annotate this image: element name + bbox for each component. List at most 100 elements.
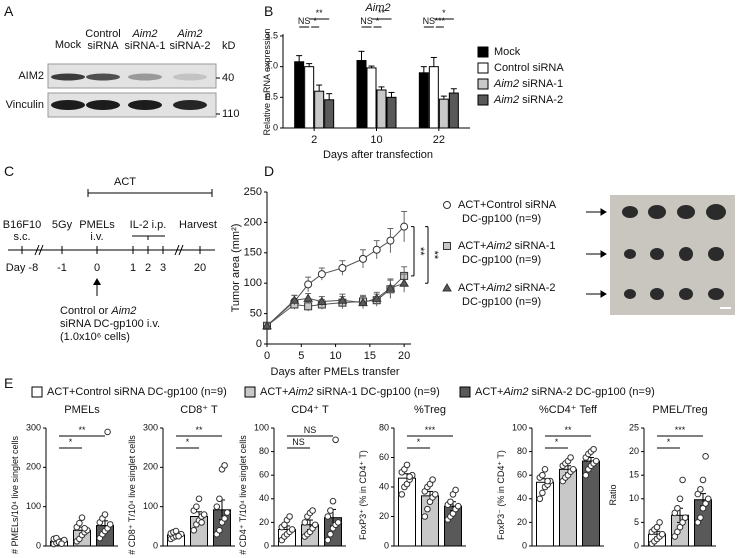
event-label: IL-2 i.p.	[130, 219, 167, 231]
chart-title: %CD4⁺ Teff	[539, 404, 598, 416]
y-tick-label: 20	[379, 511, 389, 521]
data-point	[431, 491, 439, 498]
y-tick-label: 1.5	[265, 30, 278, 40]
data-point	[403, 461, 411, 469]
marker	[400, 222, 409, 231]
y-tick-label: 0.5	[265, 92, 278, 102]
significance: *	[555, 437, 559, 447]
legend-label: Mock	[494, 46, 521, 58]
x-tick-label: 2	[311, 134, 317, 146]
bar	[324, 99, 335, 129]
y-axis-label: # CD4⁺ T/10⁴ live singlet cells	[238, 435, 248, 555]
data-point	[286, 513, 293, 520]
blot	[47, 63, 217, 89]
legend-label: ACT+Aim2 siRNA-1	[458, 240, 556, 252]
day-label: 2	[145, 262, 151, 274]
marker	[337, 295, 348, 304]
row-label: AIM2	[18, 70, 44, 82]
significance: **	[195, 425, 203, 435]
break-mark	[34, 244, 40, 256]
y-tick-label: 100	[143, 501, 158, 511]
row-label: Vinculin	[6, 99, 44, 111]
data-point	[327, 507, 334, 514]
data-point	[544, 477, 551, 485]
day-label: 3	[160, 262, 166, 274]
data-point	[58, 540, 65, 547]
y-tick-label: 20	[517, 517, 527, 527]
y-tick-label: 100	[254, 422, 269, 432]
legend-swatch	[477, 46, 489, 58]
legend-marker	[443, 201, 451, 209]
bar	[376, 89, 387, 129]
significance: **	[564, 425, 572, 435]
data-point	[541, 466, 549, 473]
break-mark	[178, 244, 184, 256]
data-point	[311, 521, 319, 529]
marker-label: 110	[222, 108, 240, 120]
legend-label: Control siRNA	[494, 62, 564, 74]
significance: **	[316, 8, 324, 18]
lane-label: Control	[85, 28, 120, 40]
lane-label: Aim2	[176, 28, 202, 40]
data-point	[324, 513, 332, 520]
data-point	[676, 495, 684, 503]
panel-letter: E	[4, 375, 13, 391]
data-point	[198, 519, 205, 526]
legend-label: Aim2 siRNA-2	[493, 94, 563, 106]
bar	[304, 66, 315, 129]
data-point	[221, 462, 228, 469]
unit-label: kD	[222, 40, 236, 52]
y-axis-label: FoxP3⁻ (% in CD4⁺ T)	[496, 450, 506, 540]
y-tick-label: 200	[143, 462, 158, 472]
band	[51, 73, 85, 81]
y-tick-label: 200	[244, 216, 262, 228]
data-point	[288, 526, 296, 533]
band	[128, 73, 162, 81]
day-label: -1	[57, 262, 67, 274]
data-point	[697, 486, 704, 493]
data-point	[216, 495, 223, 503]
bar	[294, 61, 305, 129]
data-point	[704, 495, 712, 503]
data-point	[421, 513, 429, 520]
legend-marker	[442, 282, 452, 292]
y-tick-label: 100	[512, 422, 527, 432]
significance: NS	[298, 16, 311, 26]
data-point	[539, 489, 546, 497]
bar	[448, 92, 459, 129]
data-point	[104, 428, 111, 436]
legend-label: ACT+Aim2 siRNA-1 DC-gp100 (n=9)	[260, 386, 440, 398]
marker	[304, 302, 313, 311]
x-axis-label: Days after PMELs transfer	[271, 366, 400, 378]
x-tick-label: 15	[364, 350, 376, 362]
data-point	[582, 471, 590, 479]
significance: *	[417, 437, 421, 447]
legend-label: DC-gp100 (n=9)	[462, 254, 541, 266]
y-tick-label: 1.0	[265, 61, 278, 71]
injection-label: Control or Aim2	[60, 305, 136, 317]
series-line	[266, 282, 405, 327]
event-label: PMELs	[79, 219, 115, 231]
data-point	[429, 476, 436, 483]
significance: **	[428, 251, 440, 260]
data-point	[536, 495, 544, 503]
y-tick-label: 40	[379, 481, 389, 491]
data-point	[195, 495, 203, 503]
data-point	[424, 505, 431, 513]
significance: NS	[304, 425, 317, 435]
chart-title: Aim2	[364, 2, 390, 14]
data-point	[452, 486, 459, 494]
marker	[289, 295, 300, 304]
marker	[317, 270, 326, 279]
injection-label: (1.0x10⁶ cells)	[60, 331, 130, 343]
y-tick-label: 40	[259, 493, 269, 503]
data-point	[406, 473, 413, 480]
marker	[358, 297, 368, 307]
chart-title: CD4⁺ T	[291, 404, 329, 416]
panel-letter: D	[264, 163, 274, 179]
lane-label: siRNA-1	[125, 40, 166, 52]
data-point	[172, 527, 180, 535]
y-tick-label: 0	[384, 540, 389, 550]
data-point	[78, 514, 86, 521]
data-point	[590, 445, 597, 453]
